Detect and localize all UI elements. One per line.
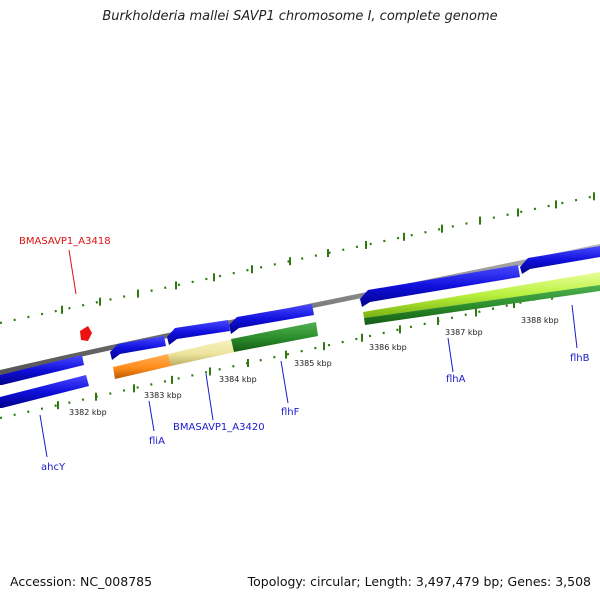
kbp-label: 3388 kbp [521,316,559,325]
gene-flhB-arrow[interactable] [520,246,600,274]
feature-marker-BMASAVP1_A3418[interactable] [80,326,92,341]
scale-labels: 3382 kbp 3383 kbp 3384 kbp 3385 kbp 3386… [69,316,559,417]
gene-darkgreen-segment[interactable] [231,322,318,352]
kbp-label: 3384 kbp [219,375,257,384]
callout-fliA [148,400,155,432]
outer-major-ticks [61,192,595,314]
kbp-label: 3387 kbp [445,328,483,337]
gene-fliA-arrow[interactable] [110,336,166,360]
gene-label-ahcY[interactable]: ahcY [41,462,66,473]
callout-flhB [571,304,578,349]
gene-BMASAVP1_A3420-arrow[interactable] [167,320,230,345]
gene-khaki-segment[interactable] [168,339,235,366]
gene-flhF-arrow[interactable] [229,304,314,334]
kbp-label: 3385 kbp [294,359,332,368]
kbp-label: 3383 kbp [144,391,182,400]
gene-flhA-arrow[interactable] [360,265,520,307]
genome-summary-text: Topology: circular; Length: 3,497,479 bp… [247,574,591,589]
gene-label-flhA[interactable]: flhA [446,374,466,385]
callout-BMASAVP1_A3420 [205,373,214,421]
cds-track-bottom [0,272,600,408]
gene-lightgreen-segment[interactable] [363,272,600,318]
gene-label-BMASAVP1_A3418[interactable]: BMASAVP1_A3418 [19,236,111,247]
gene-ahcY-upper[interactable] [0,355,84,385]
callout-ahcY [39,414,48,458]
kbp-label: 3382 kbp [69,408,107,417]
callout-BMASAVP1_A3418 [68,249,77,295]
cds-track-top [0,246,600,385]
gene-label-BMASAVP1_A3420[interactable]: BMASAVP1_A3420 [173,422,265,433]
gene-ahcY-lower[interactable] [0,375,89,408]
kbp-label: 3386 kbp [369,343,407,352]
gene-darkgreen-long-segment[interactable] [364,285,600,325]
callout-flhA [447,337,454,373]
gene-label-fliA[interactable]: fliA [149,436,165,447]
gene-labels: BMASAVP1_A3418 ahcY fliA BMASAVP1_A3420 … [19,236,590,473]
callout-flhF [280,360,289,404]
outer-tick-row [0,192,600,325]
gene-label-flhB[interactable]: flhB [570,353,590,364]
map-title: Burkholderia mallei SAVP1 chromosome I, … [102,9,498,24]
accession-text: Accession: NC_008785 [10,574,153,589]
gene-orange-segment[interactable] [113,354,171,379]
gene-label-flhF[interactable]: flhF [281,407,300,418]
callout-lines [39,249,578,458]
